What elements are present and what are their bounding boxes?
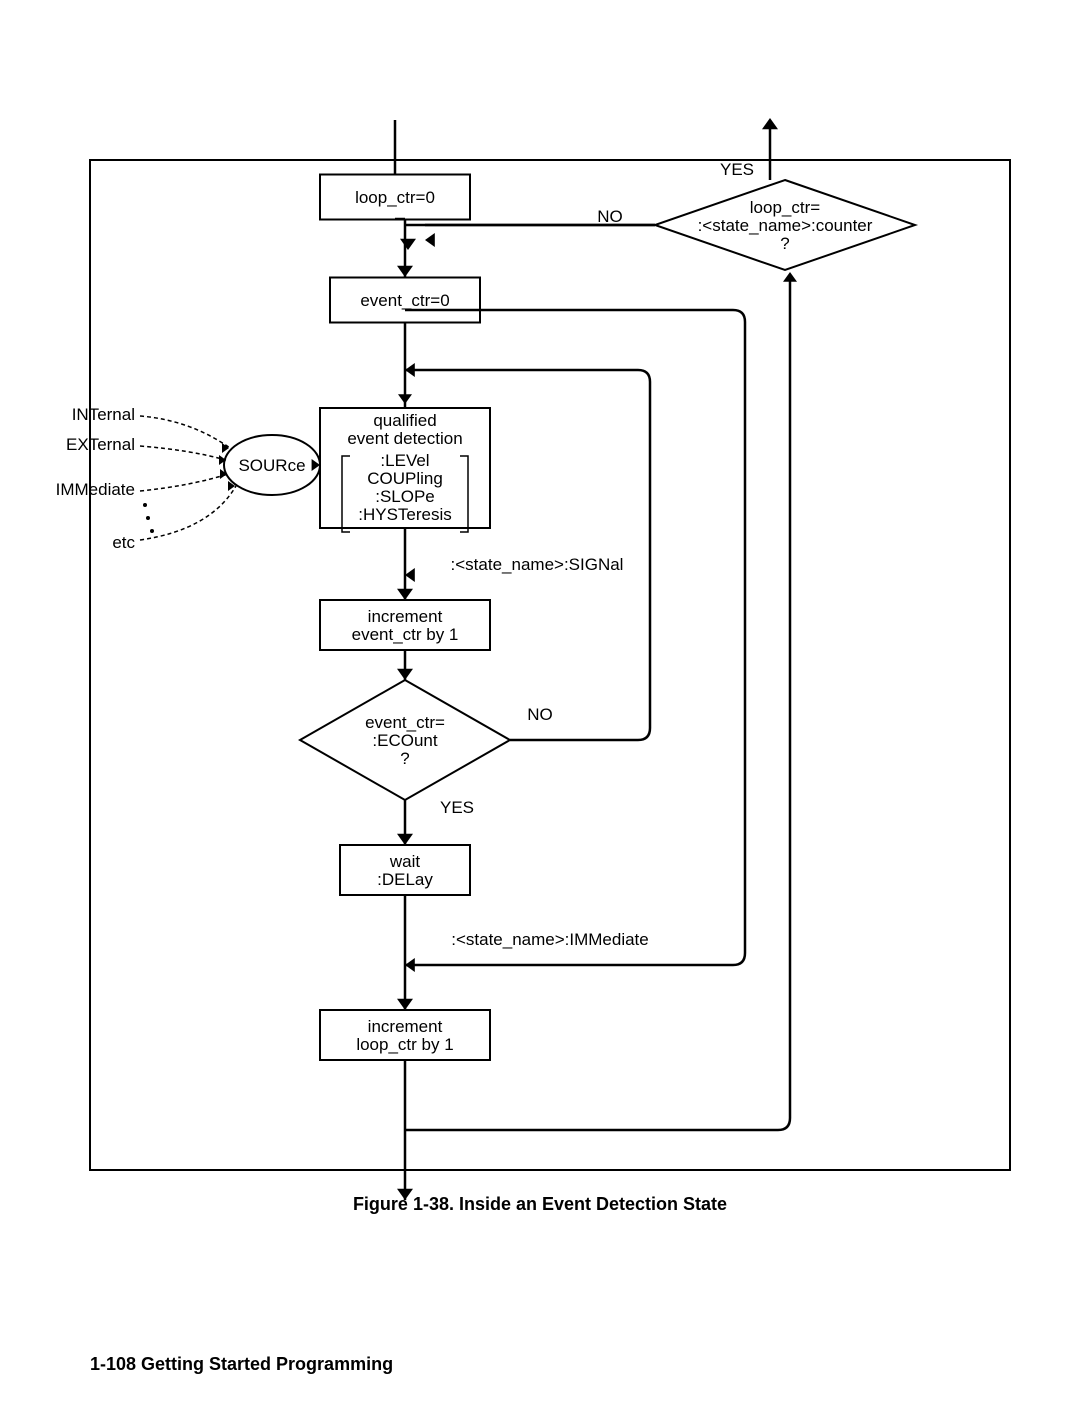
svg-text:COUPling: COUPling xyxy=(367,469,443,488)
svg-text::<state_name>:SIGNal: :<state_name>:SIGNal xyxy=(451,555,624,574)
svg-text:increment: increment xyxy=(368,1017,443,1036)
svg-text:loop_ctr=: loop_ctr= xyxy=(750,198,820,217)
svg-text::LEVel: :LEVel xyxy=(380,451,429,470)
svg-text:etc: etc xyxy=(112,533,135,552)
page-footer: 1-108 Getting Started Programming xyxy=(90,1354,393,1374)
svg-text:loop_ctr=0: loop_ctr=0 xyxy=(355,188,435,207)
svg-text::HYSTeresis: :HYSTeresis xyxy=(358,505,452,524)
figure-caption: Figure 1-38. Inside an Event Detection S… xyxy=(353,1194,727,1214)
svg-text:event_ctr=: event_ctr= xyxy=(365,713,445,732)
svg-text:loop_ctr by 1: loop_ctr by 1 xyxy=(356,1035,453,1054)
svg-text:event_ctr=0: event_ctr=0 xyxy=(360,291,449,310)
svg-text:NO: NO xyxy=(597,207,623,226)
svg-text:INTernal: INTernal xyxy=(72,405,135,424)
svg-text::<state_name>:counter: :<state_name>:counter xyxy=(698,216,873,235)
svg-text:?: ? xyxy=(400,749,409,768)
svg-text:EXTernal: EXTernal xyxy=(66,435,135,454)
svg-text:NO: NO xyxy=(527,705,553,724)
svg-text::DELay: :DELay xyxy=(377,870,433,889)
svg-text::ECOunt: :ECOunt xyxy=(372,731,437,750)
svg-text:qualified: qualified xyxy=(373,411,436,430)
svg-text:SOURce: SOURce xyxy=(238,456,305,475)
svg-text:event_ctr by 1: event_ctr by 1 xyxy=(352,625,459,644)
svg-text:IMMediate: IMMediate xyxy=(56,480,135,499)
svg-text:YES: YES xyxy=(720,160,754,179)
svg-text:YES: YES xyxy=(440,798,474,817)
svg-text:?: ? xyxy=(780,234,789,253)
svg-text::SLOPe: :SLOPe xyxy=(375,487,435,506)
svg-text:wait: wait xyxy=(389,852,421,871)
svg-text:event detection: event detection xyxy=(347,429,462,448)
svg-text:increment: increment xyxy=(368,607,443,626)
svg-text::<state_name>:IMMediate: :<state_name>:IMMediate xyxy=(451,930,649,949)
diagram-frame xyxy=(90,160,1010,1170)
